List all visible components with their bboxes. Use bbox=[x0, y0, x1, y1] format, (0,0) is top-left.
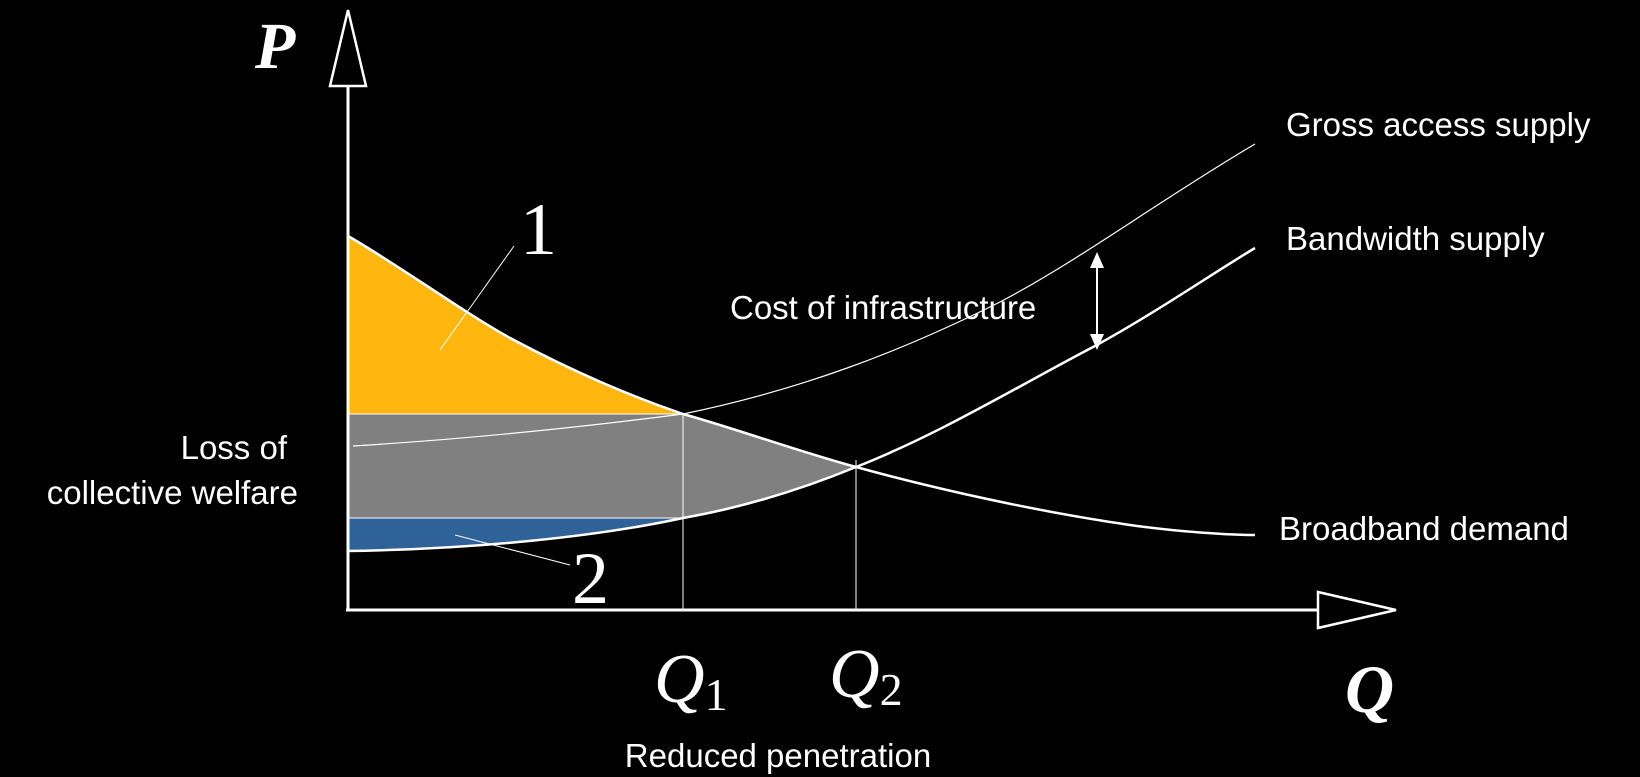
bandwidth-supply-label: Bandwidth supply bbox=[1286, 220, 1545, 257]
cost-of-infrastructure-label: Cost of infrastructure bbox=[730, 289, 1036, 326]
q2-base: Q bbox=[829, 636, 880, 713]
cost-arrow-head-down bbox=[1090, 334, 1104, 350]
gross-access-supply-label: Gross access supply bbox=[1286, 106, 1591, 143]
region-1-leader bbox=[439, 245, 515, 351]
broadband-demand-label: Broadband demand bbox=[1279, 510, 1569, 547]
region-1-label: 1 bbox=[520, 189, 557, 271]
loss-label-line2: collective welfare bbox=[47, 474, 298, 511]
q2-label: Q2 bbox=[829, 636, 903, 715]
reduced-penetration-label: Reduced penetration bbox=[625, 737, 931, 774]
x-axis-label: Q bbox=[1345, 651, 1394, 727]
region-2-label: 2 bbox=[572, 538, 609, 620]
y-axis-arrowhead bbox=[328, 9, 368, 88]
loss-label-line1: Loss of bbox=[181, 429, 288, 466]
broadband-demand-curve bbox=[347, 234, 1256, 537]
q1-subscript: 1 bbox=[705, 669, 728, 720]
q1-base: Q bbox=[654, 641, 705, 718]
y-axis-label: P bbox=[254, 10, 296, 83]
region-2-leader bbox=[454, 534, 571, 566]
q1-label: Q1 bbox=[654, 641, 728, 720]
gross-access-supply-curve bbox=[352, 143, 1256, 447]
cost-arrow-head-up bbox=[1090, 252, 1104, 268]
region-2-area bbox=[348, 518, 683, 551]
q2-subscript: 2 bbox=[880, 664, 903, 715]
region-1-area bbox=[348, 236, 683, 414]
loss-area bbox=[348, 414, 856, 518]
x-axis-arrowhead bbox=[1316, 590, 1397, 630]
